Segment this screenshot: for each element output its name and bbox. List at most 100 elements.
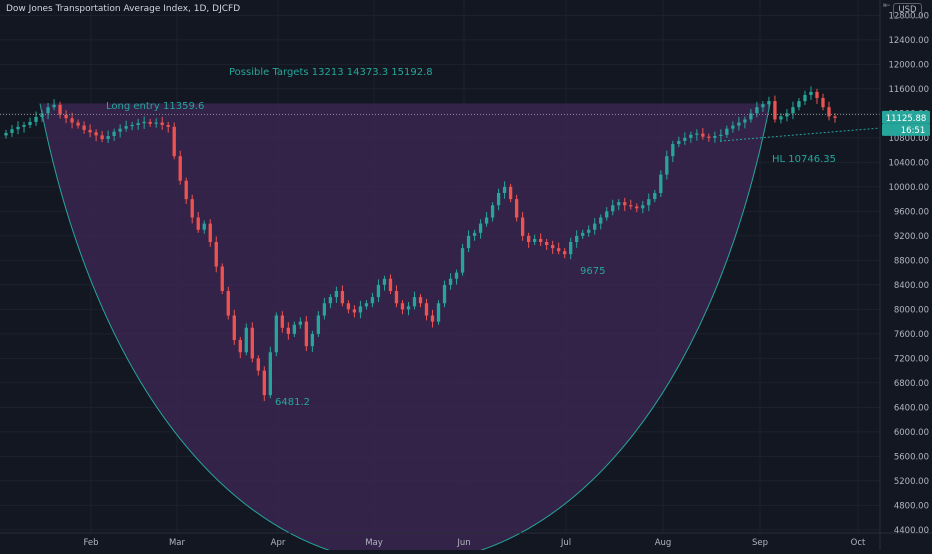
candle xyxy=(76,122,80,126)
candle xyxy=(665,156,669,175)
y-tick-label: 11600.00 xyxy=(888,85,929,95)
currency-badge[interactable]: USD xyxy=(893,3,922,18)
candle xyxy=(388,278,393,292)
candle xyxy=(532,238,537,242)
candle xyxy=(298,321,303,325)
candle xyxy=(112,131,116,137)
candle xyxy=(364,303,369,307)
candle xyxy=(130,124,134,127)
candle xyxy=(376,284,381,298)
candle xyxy=(737,122,741,126)
candle xyxy=(406,306,411,310)
candle xyxy=(64,114,68,119)
candle xyxy=(581,232,585,236)
candle xyxy=(34,117,38,122)
candle xyxy=(196,217,200,230)
higher-low-trendline xyxy=(719,127,881,142)
y-tick-label: 9600.00 xyxy=(894,207,929,217)
y-tick-label: 12800.00 xyxy=(888,11,929,21)
candle xyxy=(641,205,645,209)
higher-low-label: HL 10746.35 xyxy=(772,154,836,165)
candle xyxy=(262,370,266,396)
candle xyxy=(214,241,218,267)
y-tick-label: 6400.00 xyxy=(894,403,929,413)
candle xyxy=(707,136,711,138)
candle xyxy=(695,133,699,135)
candle xyxy=(689,134,693,138)
candle xyxy=(190,199,194,218)
candle xyxy=(292,324,296,334)
candle xyxy=(352,309,357,313)
candle xyxy=(719,134,723,137)
candle xyxy=(208,223,212,242)
candle xyxy=(382,278,387,285)
candle xyxy=(809,91,813,95)
targets-label: Possible Targets 13213 14373.3 15192.8 xyxy=(229,67,433,78)
candle xyxy=(46,107,50,114)
y-tick-label: 12000.00 xyxy=(888,60,929,70)
candle xyxy=(815,91,819,99)
scale-arrow-icon[interactable]: ⇤ xyxy=(883,1,891,11)
candle xyxy=(10,129,14,133)
candle xyxy=(569,241,573,255)
candle xyxy=(70,118,74,123)
long-entry-label: Long entry 11359.6 xyxy=(106,101,204,112)
candle xyxy=(545,241,549,246)
cup-area xyxy=(40,103,770,554)
y-tick-label: 7200.00 xyxy=(894,354,929,364)
chart-title: Dow Jones Transportation Average Index, … xyxy=(6,4,241,14)
candle xyxy=(617,202,621,206)
candle xyxy=(274,315,278,353)
candle xyxy=(502,186,507,193)
candle xyxy=(400,303,405,310)
price-axis xyxy=(880,0,932,550)
candle xyxy=(202,223,206,230)
candle xyxy=(520,217,525,236)
candle xyxy=(232,315,236,341)
candle xyxy=(430,315,435,322)
y-tick-label: 10800.00 xyxy=(888,134,929,144)
candle xyxy=(238,340,242,353)
candle xyxy=(346,303,351,310)
candle xyxy=(557,248,561,252)
candle xyxy=(755,107,759,114)
candle xyxy=(496,192,501,206)
candle xyxy=(460,248,465,273)
candle xyxy=(725,128,729,135)
candle xyxy=(424,303,429,316)
candle xyxy=(803,94,807,102)
candle xyxy=(160,122,164,125)
candle xyxy=(58,104,62,115)
mid-label: 9675 xyxy=(580,266,605,277)
candle xyxy=(442,284,447,304)
candle xyxy=(671,143,675,157)
candle xyxy=(490,205,495,218)
y-tick-label: 9200.00 xyxy=(894,232,929,242)
y-tick-label: 12400.00 xyxy=(888,36,929,46)
candle xyxy=(797,101,801,108)
candle xyxy=(304,321,309,347)
candle xyxy=(713,136,717,138)
x-tick-label: Jul xyxy=(560,538,571,548)
candle xyxy=(52,104,56,108)
candle xyxy=(118,128,122,132)
last-price-value: 11125.88 xyxy=(886,114,927,124)
candle xyxy=(659,174,663,193)
candle xyxy=(268,352,272,396)
candle xyxy=(448,278,453,285)
candle xyxy=(605,211,609,218)
y-tick-label: 6800.00 xyxy=(894,379,929,389)
candle xyxy=(412,297,417,307)
candle xyxy=(466,235,471,249)
candle xyxy=(683,137,687,141)
candle xyxy=(154,122,158,124)
y-tick-label: 6000.00 xyxy=(894,428,929,438)
x-tick-label: Jun xyxy=(456,538,470,548)
candle xyxy=(40,113,44,118)
candle xyxy=(94,132,98,136)
candle xyxy=(340,291,345,304)
candle xyxy=(677,140,681,144)
candle xyxy=(124,126,128,129)
candle xyxy=(328,297,333,304)
candle xyxy=(16,126,20,130)
